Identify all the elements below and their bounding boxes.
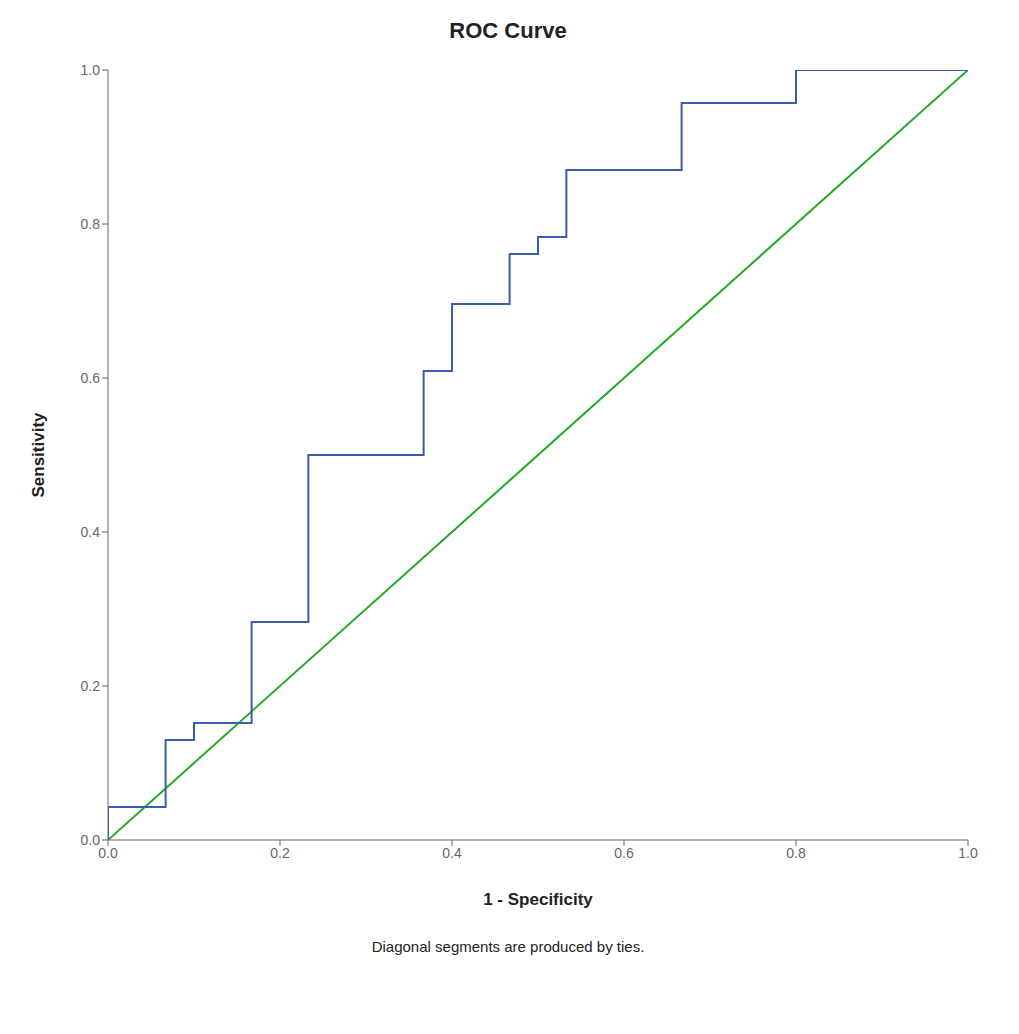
- svg-text:1 - Specificity: 1 - Specificity: [483, 890, 593, 909]
- svg-text:0.6: 0.6: [614, 845, 634, 861]
- svg-text:0.4: 0.4: [81, 524, 101, 540]
- svg-text:0.6: 0.6: [81, 370, 101, 386]
- svg-text:Sensitivity: Sensitivity: [29, 412, 48, 498]
- svg-text:0.2: 0.2: [270, 845, 290, 861]
- svg-text:1.0: 1.0: [81, 62, 101, 78]
- svg-text:0.2: 0.2: [81, 678, 101, 694]
- svg-text:1.0: 1.0: [958, 845, 978, 861]
- svg-text:0.0: 0.0: [98, 845, 118, 861]
- html-text:Diagonal segments are produced: Diagonal segments are produced by ties.: [371, 938, 645, 955]
- svg-text:0.0: 0.0: [81, 832, 101, 848]
- svg-text:0.8: 0.8: [786, 845, 806, 861]
- html-text:ROC Curve: ROC Curve: [449, 18, 567, 43]
- svg-text:0.8: 0.8: [81, 216, 101, 232]
- svg-text:0.4: 0.4: [442, 845, 462, 861]
